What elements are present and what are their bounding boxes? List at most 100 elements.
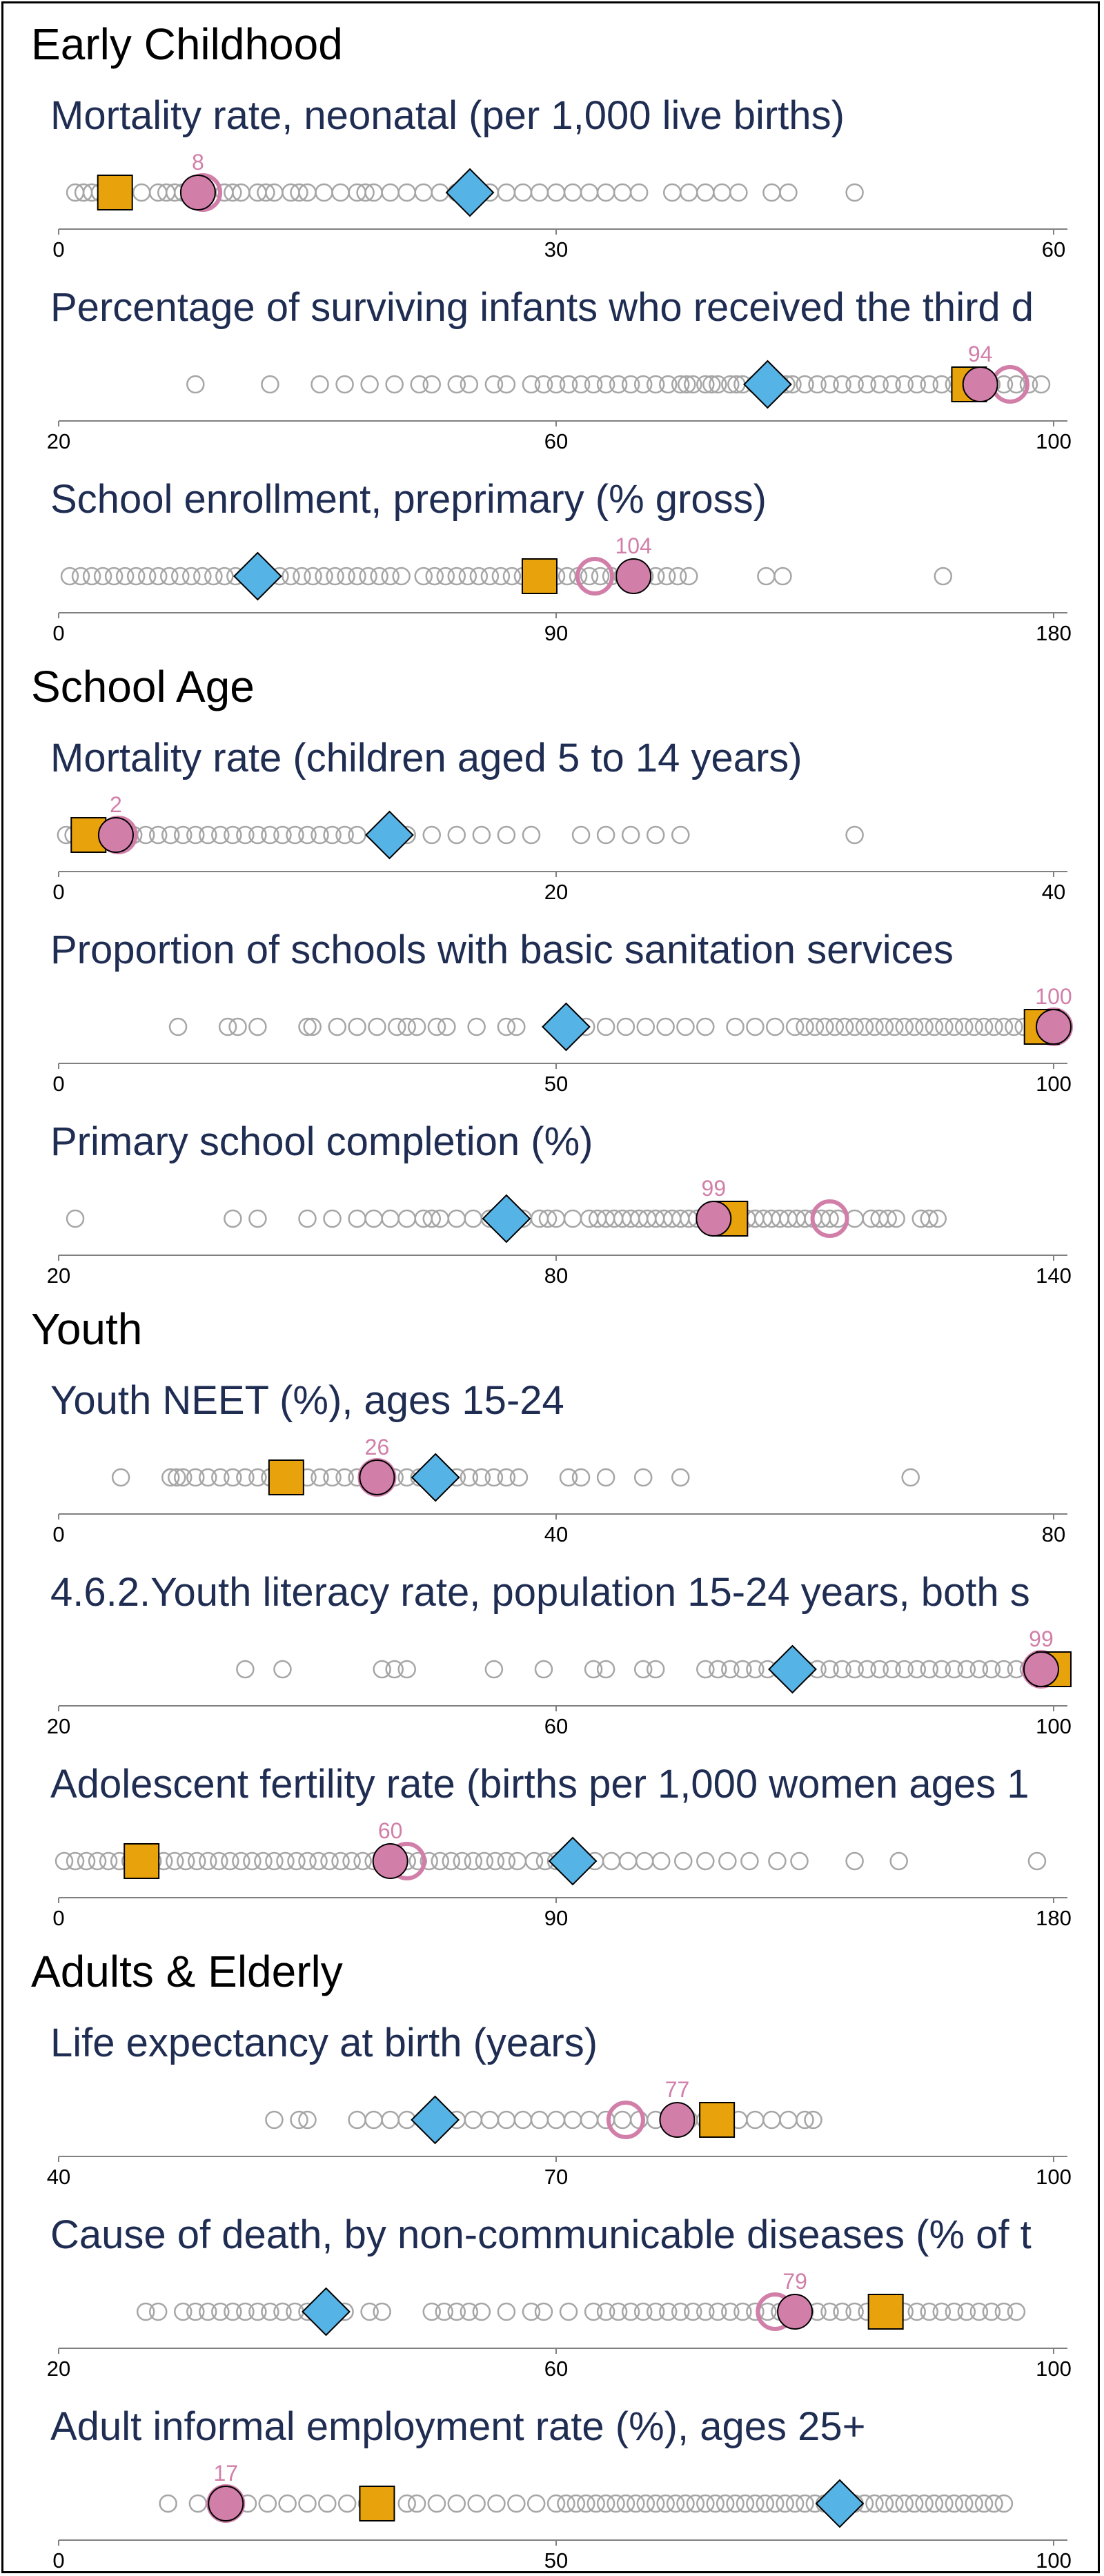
distribution-dot (507, 2494, 526, 2513)
distribution-dot (204, 567, 223, 586)
country-marker (962, 366, 998, 402)
income-group-diamond-marker (548, 1836, 598, 1886)
distribution-dot (310, 375, 329, 394)
distribution-dot (1032, 375, 1051, 394)
distribution-dot (566, 2494, 586, 2513)
distribution-dot (497, 183, 516, 202)
distribution-dot (425, 567, 444, 586)
distribution-dot (563, 2110, 582, 2130)
panel: Primary school completion (%) 20 80 140 99 (47, 1119, 1072, 1288)
distribution-dot (934, 567, 953, 586)
distribution-dot (310, 825, 329, 845)
distribution-dot (342, 1851, 361, 1871)
distribution-dot (596, 1017, 615, 1036)
section-title: School Age (31, 662, 255, 711)
distribution-dot (381, 1209, 400, 1228)
country-marker (615, 558, 652, 594)
region-square-marker (359, 2486, 395, 2521)
distribution-dot (596, 2494, 615, 2513)
distribution-dot (932, 2302, 952, 2321)
distribution-dot (497, 375, 516, 394)
distribution-dot (359, 567, 377, 586)
distribution-dot (895, 1660, 914, 1679)
x-tick-label: 80 (1042, 1522, 1065, 1546)
distribution-dot (618, 1851, 638, 1871)
distribution-dot (571, 375, 591, 394)
distribution-dot (609, 375, 628, 394)
x-tick-label: 100 (1036, 1714, 1072, 1738)
x-tick-label: 0 (52, 1072, 64, 1096)
distribution-dot (726, 2494, 745, 2513)
distribution-dot (596, 375, 615, 394)
distribution-dot (858, 1660, 876, 1679)
distribution-dot (674, 1851, 693, 1871)
distribution-dot (182, 567, 201, 586)
distribution-dot (889, 1851, 908, 1871)
distribution-dot (636, 1017, 656, 1036)
distribution-dot (820, 1209, 839, 1228)
distribution-dot (388, 1017, 406, 1036)
distribution-dot (696, 183, 715, 202)
distribution-dot (666, 2494, 685, 2513)
distribution-dot (883, 375, 901, 394)
distribution-dot (414, 567, 433, 586)
distribution-dot (348, 2110, 366, 2130)
distribution-dot (651, 1851, 671, 1871)
distribution-dot (99, 1851, 118, 1871)
distribution-dot (303, 1017, 322, 1036)
distribution-dot (580, 2110, 599, 2130)
distribution-dot (833, 375, 851, 394)
distribution-dot (427, 2494, 446, 2513)
distribution-dot (696, 1660, 715, 1679)
distribution-dot (657, 567, 676, 586)
x-tick-label: 20 (47, 2357, 70, 2381)
distribution-dot (646, 375, 665, 394)
section-2: Youth Youth NEET (%), ages 15-24 0 40 80 26 4.… (31, 1304, 1072, 1930)
distribution-dot (522, 375, 541, 394)
distribution-dot (224, 825, 242, 845)
distribution-dot (870, 1660, 889, 1679)
distribution-dot (820, 2302, 839, 2321)
distribution-dot (580, 183, 599, 202)
distribution-dot (326, 567, 344, 586)
distribution-dot (845, 375, 864, 394)
distribution-dot (232, 1851, 250, 1871)
distribution-dot (1027, 1851, 1047, 1871)
distribution-dot (621, 2302, 640, 2321)
distribution-dot (596, 825, 615, 845)
distribution-dot (508, 1851, 527, 1871)
distribution-dot (779, 183, 798, 202)
distribution-dot (261, 2302, 279, 2321)
distribution-dot (174, 2302, 193, 2321)
distribution-dot (315, 183, 333, 202)
distribution-dot (729, 183, 748, 202)
region-square-marker (268, 1459, 304, 1495)
distribution-dot (945, 1017, 964, 1036)
distribution-dot (328, 1017, 347, 1036)
distribution-dot (273, 2302, 292, 2321)
distribution-dot (221, 1851, 239, 1871)
distribution-dot (709, 2302, 727, 2321)
distribution-dot (865, 2494, 884, 2513)
distribution-dot (696, 1851, 715, 1871)
distribution-dot (546, 2110, 566, 2130)
distribution-dot (985, 1017, 1003, 1036)
distribution-dot (186, 1468, 205, 1487)
distribution-dot (602, 1851, 621, 1871)
distribution-dot (796, 1017, 814, 1036)
distribution-dot (437, 1017, 456, 1036)
distribution-dot (397, 183, 416, 202)
distribution-dot (746, 1660, 765, 1679)
distribution-dot (298, 2494, 317, 2513)
distribution-dot (480, 2110, 500, 2130)
distribution-dot (522, 825, 541, 845)
panel: Adolescent fertility rate (births per 1,… (50, 1762, 1072, 1930)
panel: Mortality rate, neonatal (per 1,000 live… (50, 93, 1067, 262)
panel-title: School enrollment, preprimary (% gross) (50, 477, 767, 522)
distribution-dot (684, 375, 702, 394)
distribution-dot (60, 567, 79, 586)
distribution-dot (320, 1851, 339, 1871)
distribution-dot (188, 1851, 206, 1871)
distribution-dot (616, 1017, 635, 1036)
distribution-dot (509, 1468, 529, 1487)
